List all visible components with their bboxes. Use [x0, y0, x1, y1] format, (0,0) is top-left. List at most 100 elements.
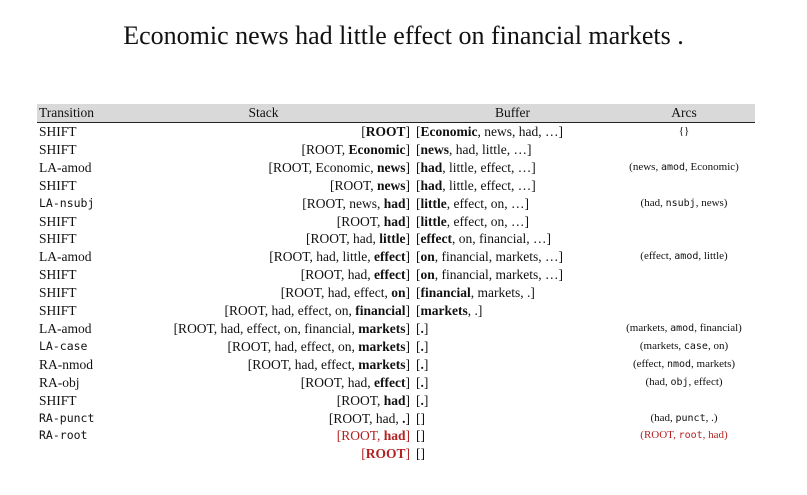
- transition-cell: LA-nsubj: [39, 195, 95, 210]
- arcs-cell: [613, 213, 755, 231]
- buffer-cell: [on, financial, markets, …]: [416, 249, 563, 265]
- header-buffer: Buffer: [412, 104, 613, 123]
- arcs-cell: [613, 177, 755, 195]
- buffer-cell: [had, little, effect, …]: [416, 177, 536, 193]
- table-row: SHIFT [ROOT, Economic] [news, had, littl…: [37, 141, 755, 159]
- stack-cell: [ROOT, had]: [336, 392, 410, 408]
- stack-cell: [ROOT, had, effect, on, financial]: [224, 303, 410, 319]
- table-row: SHIFT [ROOT] [Economic, news, had, …] {}: [37, 123, 755, 141]
- buffer-cell: []: [416, 446, 425, 462]
- transition-cell: RA-punct: [39, 410, 95, 425]
- stack-cell: [ROOT, had, effect]: [300, 374, 410, 390]
- stack-cell: [ROOT, had, effect, markets]: [247, 356, 410, 372]
- header-arcs: Arcs: [613, 104, 755, 123]
- arcs-cell: [613, 284, 755, 302]
- transition-cell: SHIFT: [39, 213, 77, 229]
- arcs-cell: (markets, case, on): [639, 339, 729, 352]
- transition-cell: SHIFT: [39, 124, 77, 139]
- transition-cell: SHIFT: [39, 141, 77, 157]
- transition-cell: SHIFT: [39, 231, 77, 247]
- arcs-cell: (had, obj, effect): [645, 375, 723, 388]
- arcs-cell: [613, 302, 755, 320]
- table-row: SHIFT [ROOT, had] [little, effect, on, ……: [37, 213, 755, 231]
- arcs-cell: (effect, amod, little): [640, 250, 728, 263]
- table-row: SHIFT [ROOT, had, effect, on] [financial…: [37, 284, 755, 302]
- buffer-cell: [little, effect, on, …]: [416, 195, 529, 211]
- stack-cell: [ROOT, had, effect, on, markets]: [227, 338, 410, 354]
- buffer-cell: [.]: [416, 374, 429, 390]
- transition-cell: RA-obj: [39, 374, 80, 390]
- transition-cell: LA-amod: [39, 320, 92, 336]
- buffer-cell: [on, financial, markets, …]: [416, 267, 563, 283]
- transition-cell: LA-amod: [39, 159, 92, 175]
- table-row: LA-nsubj [ROOT, news, had] [little, effe…: [37, 195, 755, 213]
- stack-cell: [ROOT, Economic]: [301, 141, 411, 157]
- arcs-cell: [613, 141, 755, 159]
- table-row: SHIFT [ROOT, news] [had, little, effect,…: [37, 177, 755, 195]
- table-row: LA-amod [ROOT, had, little, effect] [on,…: [37, 248, 755, 266]
- buffer-cell: [news, had, little, …]: [416, 141, 532, 157]
- transition-cell: SHIFT: [39, 267, 77, 283]
- arcs-cell: [613, 266, 755, 284]
- arcs-cell: [613, 392, 755, 410]
- header-stack: Stack: [115, 104, 412, 123]
- stack-cell: [ROOT, had, little, effect]: [269, 249, 410, 265]
- buffer-cell: [little, effect, on, …]: [416, 213, 529, 229]
- buffer-cell: [markets, .]: [416, 303, 483, 319]
- arcs-cell: (ROOT, root, had): [640, 429, 728, 442]
- transition-table-wrapper: Transition Stack Buffer Arcs SHIFT [ROOT…: [37, 104, 755, 463]
- arcs-cell: (had, punct, .): [650, 411, 718, 424]
- stack-cell: [ROOT, had]: [336, 428, 410, 444]
- buffer-cell: []: [416, 410, 425, 426]
- stack-cell: [ROOT, Economic, news]: [268, 159, 411, 175]
- transition-cell: SHIFT: [39, 392, 77, 408]
- transition-table: Transition Stack Buffer Arcs SHIFT [ROOT…: [37, 104, 755, 463]
- table-row: RA-punct [ROOT, had, .] [] (had, punct, …: [37, 410, 755, 428]
- stack-cell: [ROOT]: [361, 446, 410, 462]
- transition-cell: LA-case: [39, 338, 88, 353]
- buffer-cell: [effect, on, financial, …]: [416, 231, 551, 247]
- arcs-cell: (had, nsubj, news): [640, 196, 728, 209]
- transition-cell: SHIFT: [39, 177, 77, 193]
- table-row: RA-obj [ROOT, had, effect] [.] (had, obj…: [37, 374, 755, 392]
- header-transition: Transition: [37, 104, 115, 123]
- arcs-cell: (markets, amod, financial): [626, 321, 742, 334]
- buffer-cell: [financial, markets, .]: [416, 285, 535, 301]
- stack-cell: [ROOT, had]: [336, 213, 410, 229]
- table-row: SHIFT [ROOT, had, effect] [on, financial…: [37, 266, 755, 284]
- buffer-cell: [had, little, effect, …]: [416, 159, 536, 175]
- stack-cell: [ROOT, news]: [329, 177, 410, 193]
- buffer-cell: [.]: [416, 392, 429, 408]
- stack-cell: [ROOT]: [361, 124, 410, 139]
- table-row: SHIFT [ROOT, had, effect, on, financial]…: [37, 302, 755, 320]
- stack-cell: [ROOT, had, .]: [328, 410, 410, 426]
- arcs-cell: (effect, nmod, markets): [632, 357, 736, 370]
- transition-cell: RA-nmod: [39, 356, 93, 372]
- table-row: LA-amod [ROOT, Economic, news] [had, lit…: [37, 159, 755, 177]
- buffer-cell: []: [416, 428, 425, 444]
- arcs-cell: (news, amod, Economic): [629, 160, 739, 173]
- stack-cell: [ROOT, had, little]: [306, 231, 410, 247]
- arcs-cell: {}: [678, 125, 690, 137]
- table-header-row: Transition Stack Buffer Arcs: [37, 104, 755, 123]
- buffer-cell: [.]: [416, 338, 429, 354]
- table-row: SHIFT [ROOT, had, little] [effect, on, f…: [37, 230, 755, 248]
- table-row: SHIFT [ROOT, had] [.]: [37, 392, 755, 410]
- stack-cell: [ROOT, had, effect, on]: [280, 285, 410, 301]
- stack-cell: [ROOT, had, effect]: [300, 267, 410, 283]
- stack-cell: [ROOT, news, had]: [302, 195, 410, 211]
- transition-cell: RA-root: [39, 428, 88, 443]
- stack-cell: [ROOT, had, effect, on, financial, marke…: [173, 320, 410, 336]
- table-row: RA-root [ROOT, had] [] (ROOT, root, had): [37, 427, 755, 445]
- buffer-cell: [Economic, news, had, …]: [416, 124, 563, 139]
- transition-cell: SHIFT: [39, 303, 77, 319]
- transition-cell: [37, 445, 115, 463]
- arcs-cell: [613, 230, 755, 248]
- arcs-cell: [613, 445, 755, 463]
- transition-cell: LA-amod: [39, 249, 92, 265]
- table-row: [ROOT] []: [37, 445, 755, 463]
- table-row: RA-nmod [ROOT, had, effect, markets] [.]…: [37, 356, 755, 374]
- table-row: LA-amod [ROOT, had, effect, on, financia…: [37, 320, 755, 338]
- page-title: Economic news had little effect on finan…: [123, 21, 684, 50]
- buffer-cell: [.]: [416, 320, 429, 336]
